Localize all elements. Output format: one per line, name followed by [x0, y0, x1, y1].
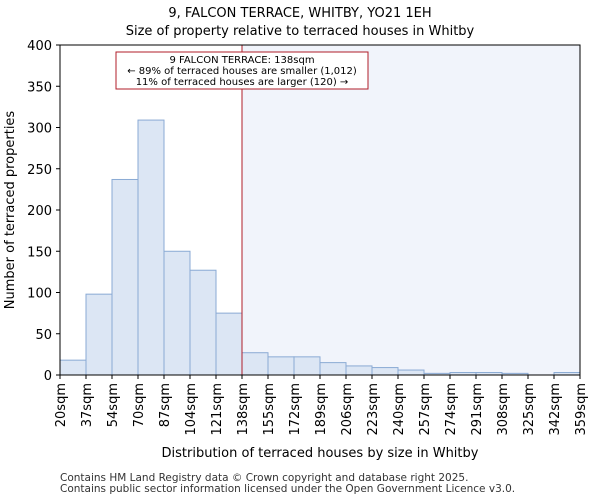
y-axis-ticks: 0 50 100 150 200 250 300 350 400: [27, 39, 60, 384]
y-tick-label: 300: [27, 122, 52, 137]
bar-155sqm: [267, 356, 295, 376]
bar-70sqm: [137, 119, 165, 376]
bar-121sqm: [215, 312, 243, 376]
annotation-line-3: 11% of terraced houses are larger (120) …: [136, 77, 349, 88]
bar-37sqm: [85, 293, 113, 376]
annotation-line-1: 9 FALCON TERRACE: 138sqm: [169, 55, 314, 66]
footer-line-2: Contains public sector information licen…: [60, 483, 516, 495]
chart-title: 9, FALCON TERRACE, WHITBY, YO21 1EH: [168, 6, 432, 21]
annotation-frame: [115, 51, 369, 90]
x-tick-label: 189sqm: [314, 383, 329, 436]
y-tick-label: 250: [27, 163, 52, 178]
y-tick-label: 350: [27, 80, 52, 95]
bar-54sqm: [111, 178, 139, 376]
bar-172sqm: [293, 356, 321, 376]
x-tick-label: 70sqm: [132, 383, 147, 427]
y-tick-label: 400: [27, 39, 52, 54]
x-tick-label: 20sqm: [54, 383, 69, 427]
x-tick-label: 138sqm: [236, 383, 251, 436]
x-tick-label: 37sqm: [80, 383, 95, 427]
x-tick-label: 308sqm: [496, 383, 511, 436]
x-tick-label: 223sqm: [366, 383, 381, 436]
x-tick-label: 257sqm: [418, 383, 433, 436]
x-tick-label: 359sqm: [574, 383, 589, 436]
larger-region-highlight: [242, 45, 580, 375]
bar-240sqm: [397, 369, 425, 376]
x-tick-label: 54sqm: [106, 383, 121, 427]
y-tick-label: 200: [27, 204, 52, 219]
x-tick-label: 155sqm: [262, 383, 277, 436]
x-tick-label: 104sqm: [184, 383, 199, 436]
bar-104sqm: [189, 269, 217, 376]
y-tick-label: 100: [27, 287, 52, 302]
x-axis-ticks: 20sqm 37sqm 54sqm 70sqm 87sqm 104sqm 121sqm 138…: [54, 375, 589, 436]
x-tick-label: 325sqm: [522, 383, 537, 436]
x-tick-label: 291sqm: [470, 383, 485, 436]
x-tick-label: 172sqm: [288, 383, 303, 436]
bar-138sqm: [241, 352, 269, 376]
bar-87sqm: [163, 250, 191, 376]
x-axis-label: Distribution of terraced houses by size …: [162, 446, 479, 461]
x-tick-label: 342sqm: [548, 383, 563, 436]
x-tick-label: 87sqm: [158, 383, 173, 427]
y-axis-label: Number of terraced properties: [3, 111, 18, 310]
y-tick-label: 0: [44, 369, 52, 384]
x-tick-label: 240sqm: [392, 383, 407, 436]
annotation-box: 9 FALCON TERRACE: 138sqm ← 89% of terrac…: [115, 51, 369, 90]
bars-group: [59, 119, 581, 376]
bar-223sqm: [371, 367, 399, 376]
y-tick-label: 150: [27, 245, 52, 260]
x-tick-label: 206sqm: [340, 383, 355, 436]
x-tick-label: 274sqm: [444, 383, 459, 436]
bar-189sqm: [319, 362, 347, 376]
footer-line-1: Contains HM Land Registry data © Crown c…: [60, 472, 469, 484]
bar-20sqm: [59, 359, 87, 376]
footer-attribution: Contains HM Land Registry data © Crown c…: [60, 473, 515, 495]
bar-206sqm: [345, 365, 373, 376]
chart-subtitle: Size of property relative to terraced ho…: [125, 24, 475, 39]
x-tick-label: 121sqm: [210, 383, 225, 436]
annotation-line-2: ← 89% of terraced houses are smaller (1,…: [127, 66, 357, 77]
y-tick-label: 50: [35, 328, 52, 343]
